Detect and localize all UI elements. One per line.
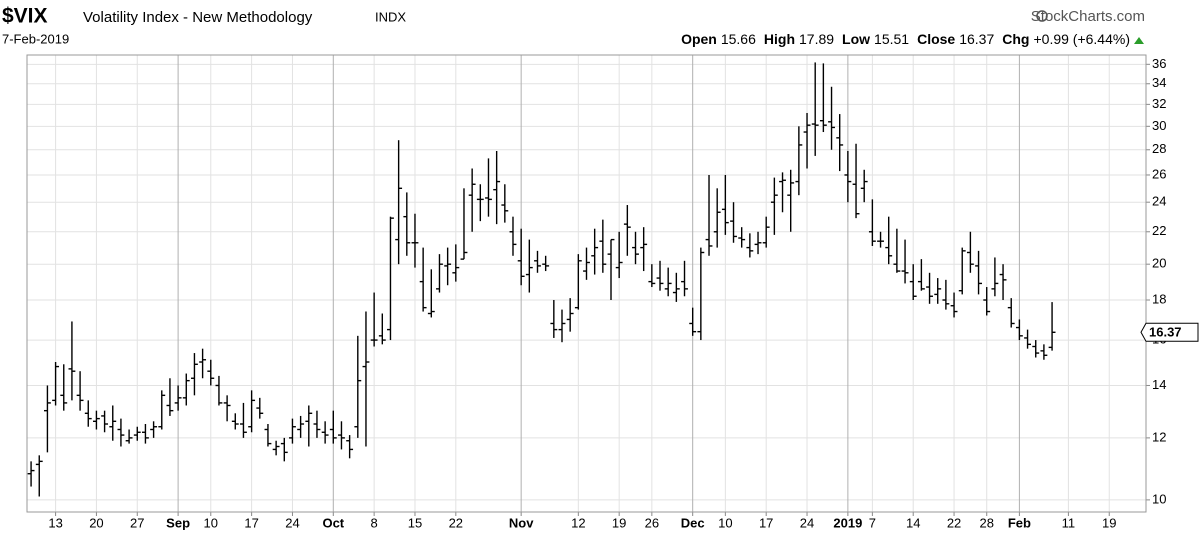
x-tick-label: 26 — [645, 515, 659, 530]
exchange: INDX — [375, 9, 406, 24]
last-value-label: 16.37 — [1149, 325, 1182, 340]
y-tick-label: 24 — [1152, 194, 1166, 209]
x-tick-label: 24 — [800, 515, 814, 530]
y-tick-label: 28 — [1152, 141, 1166, 156]
x-tick-label: 11 — [1062, 515, 1076, 530]
stat-value: 17.89 — [799, 31, 834, 47]
x-tick-label: Dec — [681, 515, 705, 530]
y-tick-label: 22 — [1152, 223, 1166, 238]
x-tick-label: Oct — [322, 515, 344, 530]
stat-label: Close — [917, 31, 955, 47]
stat-label: Low — [842, 31, 870, 47]
y-tick-label: 10 — [1152, 491, 1166, 506]
x-tick-label: 12 — [571, 515, 585, 530]
plot-area: 1012141618202224262830323436132027Sep101… — [26, 54, 1199, 530]
y-tick-label: 30 — [1152, 118, 1166, 133]
stat-value: 15.51 — [874, 31, 909, 47]
x-tick-label: 28 — [979, 515, 993, 530]
y-tick-label: 26 — [1152, 166, 1166, 181]
x-tick-label: 13 — [48, 515, 62, 530]
y-tick-label: 20 — [1152, 256, 1166, 271]
x-tick-label: 24 — [285, 515, 299, 530]
x-tick-label: 20 — [89, 515, 103, 530]
stats: Open 15.66 High 17.89 Low 15.51 Close 16.37 Chg +… — [681, 31, 1130, 47]
y-tick-label: 12 — [1152, 429, 1166, 444]
x-tick-label: 22 — [449, 515, 463, 530]
y-tick-label: 14 — [1152, 377, 1166, 392]
y-tick-label: 18 — [1152, 291, 1166, 306]
x-tick-label: 15 — [408, 515, 422, 530]
symbol: $VIX — [2, 5, 48, 28]
stat-label: Chg — [1002, 31, 1029, 47]
x-tick-label: 19 — [1102, 515, 1116, 530]
change-arrow — [1134, 37, 1144, 44]
chart-title: Volatility Index - New Methodology — [83, 9, 313, 26]
stat-label: Open — [681, 31, 717, 47]
x-tick-label: 8 — [371, 515, 378, 530]
x-tick-label: 10 — [718, 515, 732, 530]
stat-value: +0.99 (+6.44%) — [1033, 31, 1130, 47]
stat-value: 15.66 — [721, 31, 756, 47]
y-tick-label: 36 — [1152, 56, 1166, 71]
stat-value: 16.37 — [959, 31, 994, 47]
x-tick-label: 17 — [759, 515, 773, 530]
stat-label: High — [764, 31, 795, 47]
x-tick-label: 14 — [906, 515, 920, 530]
x-tick-label: 19 — [612, 515, 626, 530]
x-tick-label: Feb — [1008, 515, 1031, 530]
x-tick-label: 17 — [244, 515, 258, 530]
x-tick-label: 22 — [947, 515, 961, 530]
x-tick-label: 7 — [869, 515, 876, 530]
source: StockCharts.com — [1031, 8, 1145, 25]
x-tick-label: Sep — [166, 515, 190, 530]
x-tick-label: 2019 — [833, 515, 862, 530]
x-tick-label: Nov — [509, 515, 534, 530]
y-tick-label: 32 — [1152, 96, 1166, 111]
date: 7-Feb-2019 — [2, 31, 69, 46]
y-tick-label: 34 — [1152, 75, 1166, 90]
x-tick-label: 10 — [204, 515, 218, 530]
plot-border — [26, 54, 1147, 513]
x-tick-label: 27 — [130, 515, 144, 530]
last-value-box — [1140, 322, 1199, 342]
source-icon — [1036, 10, 1048, 22]
